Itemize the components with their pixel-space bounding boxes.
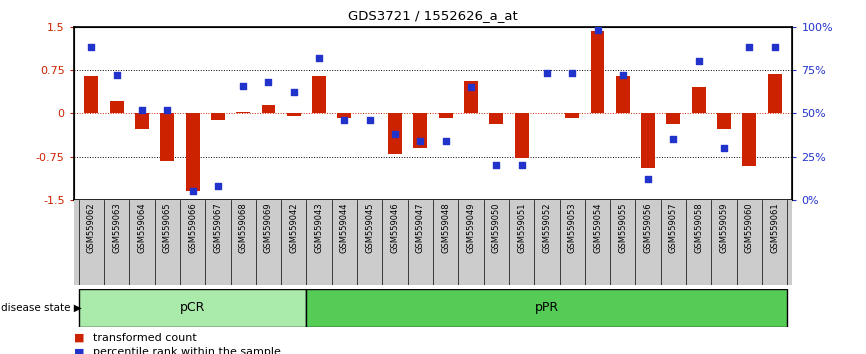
Bar [307, 289, 787, 327]
Point [565, 70, 579, 76]
Bar [338, 113, 352, 118]
Bar [641, 113, 655, 168]
Text: percentile rank within the sample: percentile rank within the sample [93, 347, 281, 354]
Point [616, 72, 630, 78]
Text: GSM559049: GSM559049 [467, 202, 475, 253]
Point [185, 188, 199, 194]
Point [742, 45, 756, 50]
Point [514, 162, 528, 168]
Point [110, 72, 124, 78]
Text: GSM559050: GSM559050 [492, 202, 501, 253]
Bar [160, 113, 174, 161]
Text: GSM559065: GSM559065 [163, 202, 171, 253]
Text: GSM559053: GSM559053 [568, 202, 577, 253]
Point [667, 136, 681, 142]
Text: pPR: pPR [535, 302, 559, 314]
Point [338, 118, 352, 123]
Point [363, 118, 377, 123]
Point [464, 84, 478, 90]
Text: GSM559052: GSM559052 [542, 202, 552, 253]
Text: GSM559062: GSM559062 [87, 202, 96, 253]
Text: GSM559043: GSM559043 [314, 202, 324, 253]
Bar [110, 101, 124, 113]
Text: GSM559047: GSM559047 [416, 202, 425, 253]
Bar [262, 105, 275, 113]
Text: GSM559060: GSM559060 [745, 202, 754, 253]
Text: GSM559057: GSM559057 [669, 202, 678, 253]
Text: GSM559051: GSM559051 [517, 202, 526, 253]
Point [388, 131, 402, 137]
Point [135, 107, 149, 113]
Point [439, 138, 453, 144]
Point [591, 27, 604, 33]
Point [717, 145, 731, 151]
Text: GSM559054: GSM559054 [593, 202, 602, 253]
Point [236, 83, 250, 88]
Bar [185, 113, 199, 191]
Bar [667, 113, 681, 124]
Bar [439, 113, 453, 118]
Bar [742, 113, 756, 166]
Bar [388, 113, 402, 154]
Text: GDS3721 / 1552626_a_at: GDS3721 / 1552626_a_at [348, 9, 518, 22]
Point [262, 79, 275, 85]
Text: GSM559069: GSM559069 [264, 202, 273, 253]
Point [160, 107, 174, 113]
Text: disease state ▶: disease state ▶ [1, 303, 81, 313]
Text: GSM559042: GSM559042 [289, 202, 298, 253]
Text: GSM559055: GSM559055 [618, 202, 627, 253]
Point [489, 162, 503, 168]
Bar [692, 87, 706, 113]
Text: GSM559068: GSM559068 [239, 202, 248, 253]
Point [768, 45, 782, 50]
Text: GSM559045: GSM559045 [365, 202, 374, 253]
Bar [211, 113, 225, 120]
Text: GSM559066: GSM559066 [188, 202, 197, 253]
Bar [79, 289, 307, 327]
Point [413, 138, 427, 144]
Point [287, 90, 301, 95]
Point [84, 45, 98, 50]
Text: ■: ■ [74, 333, 84, 343]
Bar [84, 76, 98, 113]
Text: GSM559063: GSM559063 [112, 202, 121, 253]
Point [312, 55, 326, 61]
Bar [464, 81, 478, 113]
Point [540, 70, 554, 76]
Bar [514, 113, 528, 158]
Text: GSM559044: GSM559044 [340, 202, 349, 253]
Bar [287, 113, 301, 116]
Text: GSM559059: GSM559059 [720, 202, 728, 253]
Text: transformed count: transformed count [93, 333, 197, 343]
Bar [312, 76, 326, 113]
Bar [565, 113, 579, 118]
Text: pCR: pCR [180, 302, 205, 314]
Text: GSM559064: GSM559064 [138, 202, 146, 253]
Text: GSM559067: GSM559067 [213, 202, 223, 253]
Bar [717, 113, 731, 130]
Text: GSM559058: GSM559058 [695, 202, 703, 253]
Text: GSM559061: GSM559061 [770, 202, 779, 253]
Point [692, 58, 706, 64]
Bar [768, 74, 782, 113]
Bar [591, 31, 604, 113]
Bar [489, 113, 503, 124]
Bar [413, 113, 427, 148]
Point [211, 183, 225, 189]
Bar [236, 112, 250, 113]
Text: GSM559056: GSM559056 [643, 202, 653, 253]
Text: GSM559048: GSM559048 [441, 202, 450, 253]
Bar [135, 113, 149, 130]
Bar [616, 76, 630, 113]
Text: GSM559046: GSM559046 [391, 202, 399, 253]
Point [641, 176, 655, 182]
Text: ■: ■ [74, 347, 84, 354]
